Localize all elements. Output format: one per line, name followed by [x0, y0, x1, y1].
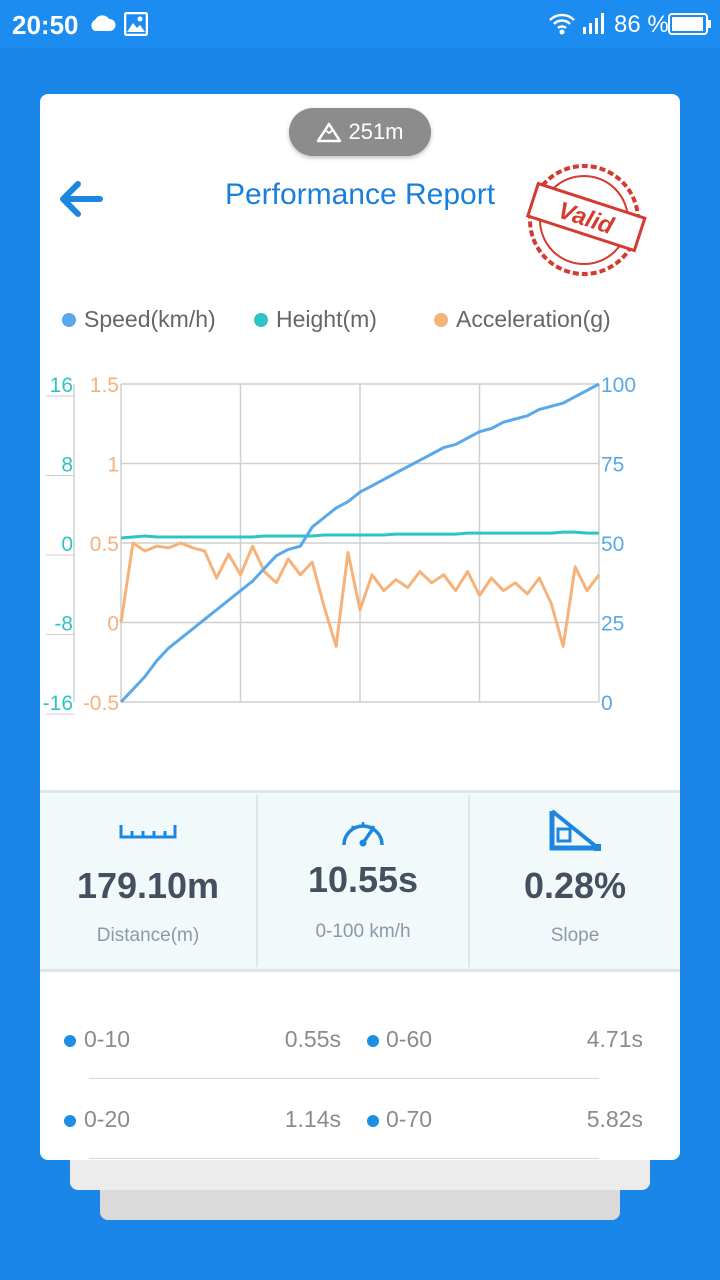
back-arrow-icon[interactable] — [54, 174, 110, 224]
legend-speed: Speed(km/h) — [62, 306, 216, 333]
bullet-icon — [64, 1035, 76, 1047]
stat-label: 0-100 km/h — [315, 921, 411, 942]
altitude-value: 251m — [348, 119, 404, 144]
row-divider — [89, 1078, 599, 1079]
split-range: 0-20 — [84, 1106, 131, 1132]
legend-label: Height(m) — [276, 306, 377, 332]
stat-zero-to-hundred: 10.55s 0-100 km/h — [258, 793, 468, 969]
report-card: 251m Performance Report Valid Speed(km/h… — [40, 94, 680, 1160]
list-item: 0-20 1.14s 0-70 5.82s — [40, 1074, 680, 1159]
tick-label-height: -8 — [54, 613, 73, 636]
battery-icon — [668, 13, 711, 35]
legend-acceleration: Acceleration(g) — [434, 306, 611, 333]
valid-stamp-icon: Valid — [525, 164, 647, 276]
split-range: 0-60 — [386, 1026, 433, 1052]
tick-label-acceleration: 1.5 — [90, 374, 119, 397]
stat-label: Slope — [550, 925, 600, 946]
stat-divider — [256, 795, 258, 967]
stat-value: 179.10m — [76, 865, 220, 906]
stat-distance: 179.10m Distance(m) — [40, 793, 256, 969]
stat-slope: 0.28% Slope — [470, 793, 680, 969]
stat-value: 10.55s — [307, 859, 419, 900]
tick-label-acceleration: 1 — [107, 454, 119, 477]
stats-panel: 179.10m Distance(m) 10.55s 0-100 km/h 0.… — [40, 790, 680, 972]
acceleration-dot-icon — [434, 312, 448, 327]
bullet-icon — [367, 1035, 379, 1047]
stat-divider — [468, 795, 470, 967]
tick-label-speed: 0 — [601, 692, 613, 715]
tick-label-speed: 75 — [601, 454, 624, 477]
series-line-acceleration — [119, 541, 601, 648]
tick-label-speed: 100 — [601, 374, 636, 397]
stat-value: 0.28% — [523, 865, 627, 906]
image-icon — [124, 12, 148, 36]
tick-label-height: -16 — [43, 692, 73, 715]
series-line-speed — [119, 382, 600, 704]
tick-label-height: 0 — [61, 533, 73, 556]
tick-label-acceleration: 0 — [107, 613, 119, 636]
series-line-height — [120, 530, 599, 540]
tick-label-height: 16 — [50, 374, 73, 397]
split-time: 1.14s — [284, 1106, 341, 1132]
tick-label-height: 8 — [61, 454, 73, 477]
split-time: 4.71s — [586, 1026, 643, 1052]
legend-label: Acceleration(g) — [456, 306, 611, 332]
legend-label: Speed(km/h) — [84, 306, 216, 332]
tick-label-acceleration: -0.5 — [83, 692, 119, 715]
battery-percent: 86 % — [614, 11, 669, 38]
cloud-icon — [91, 15, 116, 31]
tick-label-speed: 25 — [601, 613, 624, 636]
mountain-icon — [317, 122, 342, 143]
slope-icon — [549, 809, 601, 851]
bullet-icon — [367, 1115, 379, 1127]
chart-legend: Speed(km/h) Height(m) Acceleration(g) — [62, 306, 662, 336]
tick-label-acceleration: 0.5 — [90, 533, 119, 556]
page-title: Performance Report — [224, 178, 496, 211]
bullet-icon — [64, 1115, 76, 1127]
split-range: 0-70 — [386, 1106, 433, 1132]
list-item: 0-10 0.55s 0-60 4.71s — [40, 994, 680, 1079]
stat-label: Distance(m) — [96, 925, 200, 946]
tick-label-speed: 50 — [601, 533, 624, 556]
performance-chart: 16 8 0 -8 -16 1.5 1 0.5 0 -0.5 100 75 50 25 0 — [43, 374, 636, 715]
legend-height: Height(m) — [254, 306, 377, 333]
status-time: 20:50 — [12, 10, 79, 40]
ruler-icon — [119, 825, 177, 839]
altitude-badge: 251m — [289, 108, 431, 156]
split-time: 0.55s — [284, 1026, 341, 1052]
signal-icon — [583, 13, 604, 34]
row-divider — [89, 1158, 599, 1159]
wifi-icon — [549, 13, 575, 35]
split-range: 0-10 — [84, 1026, 131, 1052]
split-time: 5.82s — [586, 1106, 643, 1132]
speedometer-icon — [342, 822, 384, 847]
split-times-list: 0-10 0.55s 0-60 4.71s 0-20 1.14s 0-70 5.… — [40, 994, 680, 1160]
height-dot-icon — [254, 312, 268, 327]
speed-dot-icon — [62, 312, 76, 327]
status-bar: 20:50 86 % — [0, 0, 720, 48]
